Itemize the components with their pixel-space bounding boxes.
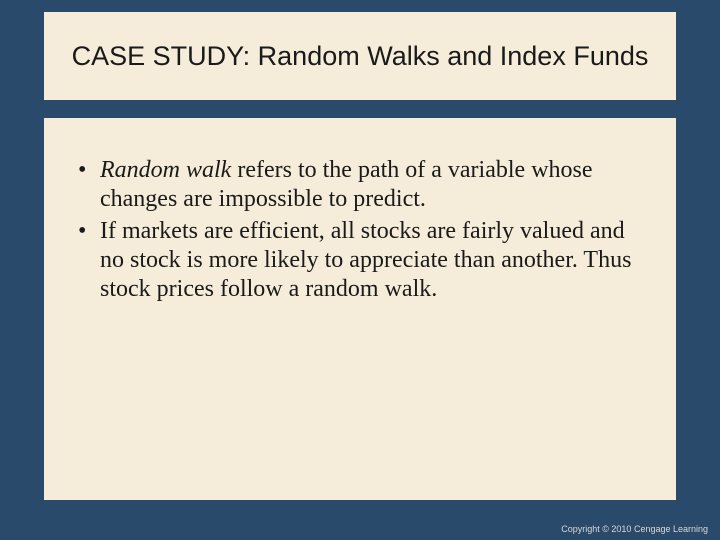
slide: CASE STUDY: Random Walks and Index Funds… bbox=[0, 0, 720, 540]
content-box: Random walk refers to the path of a vari… bbox=[44, 118, 676, 500]
copyright-text: Copyright © 2010 Cengage Learning bbox=[561, 524, 708, 534]
bullet-list: Random walk refers to the path of a vari… bbox=[72, 156, 648, 304]
bullet-item: Random walk refers to the path of a vari… bbox=[72, 156, 648, 215]
bullet-italic-lead: Random walk bbox=[100, 157, 231, 183]
bullet-item: If markets are efficient, all stocks are… bbox=[72, 217, 648, 305]
title-box: CASE STUDY: Random Walks and Index Funds bbox=[44, 12, 676, 100]
bullet-text: If markets are efficient, all stocks are… bbox=[100, 218, 631, 303]
slide-title: CASE STUDY: Random Walks and Index Funds bbox=[72, 40, 649, 72]
